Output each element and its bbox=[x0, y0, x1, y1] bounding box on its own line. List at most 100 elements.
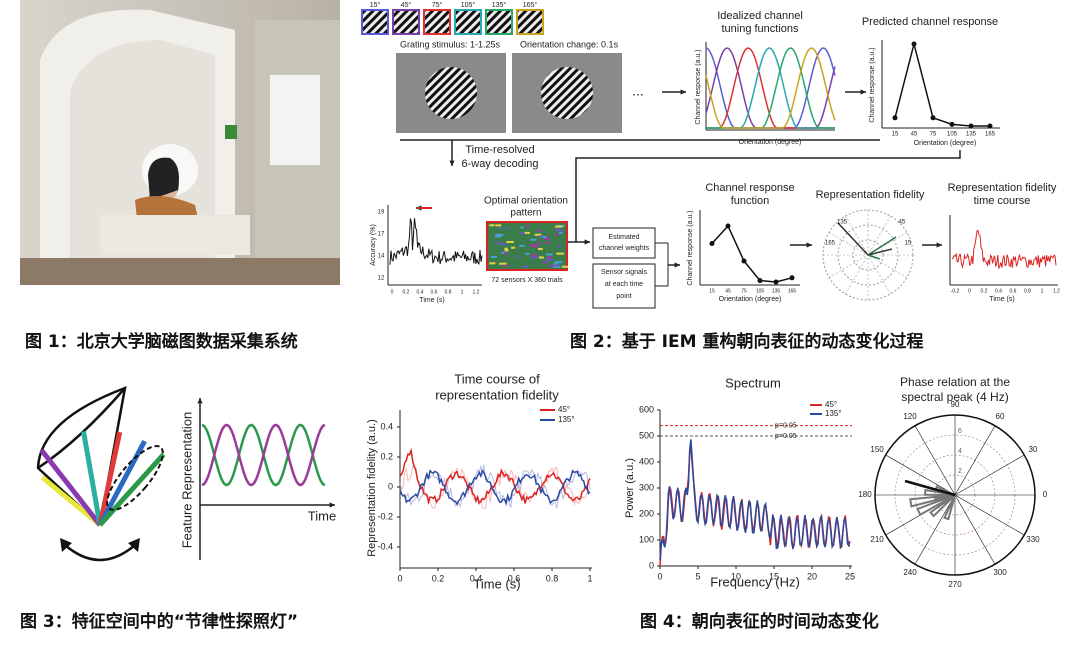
label: Channel response bbox=[705, 182, 794, 194]
pattern-cell bbox=[530, 256, 538, 259]
label: 200 bbox=[639, 508, 654, 518]
label: Representation fidelity bbox=[948, 182, 1057, 194]
label: 165 bbox=[788, 288, 797, 294]
pattern-cell bbox=[503, 252, 509, 255]
label: Orientation (degree) bbox=[914, 140, 977, 147]
label: 0.8 bbox=[546, 573, 559, 583]
pattern-cell bbox=[534, 233, 542, 236]
label: Time (s) bbox=[419, 297, 444, 304]
photo bbox=[20, 0, 340, 285]
label: 1 bbox=[461, 289, 464, 295]
pattern-cell bbox=[557, 229, 564, 232]
label: 45 bbox=[899, 220, 906, 226]
pattern-cell bbox=[524, 231, 530, 234]
pattern-cell bbox=[557, 245, 562, 248]
label: -0.2 bbox=[951, 288, 960, 294]
label: 0.2 bbox=[981, 288, 988, 294]
label: 500 bbox=[639, 430, 654, 440]
grating-swatch bbox=[516, 9, 544, 35]
label: 14 bbox=[378, 254, 385, 260]
label: 45° bbox=[401, 1, 412, 9]
label: 165 bbox=[985, 132, 996, 138]
label: 600 bbox=[639, 404, 654, 414]
pattern-cell bbox=[546, 258, 554, 261]
polar-spoke bbox=[954, 494, 996, 565]
label: Frequency (Hz) bbox=[710, 574, 800, 589]
grating bbox=[425, 67, 477, 119]
label: 0 bbox=[657, 571, 662, 581]
label: 0.2 bbox=[403, 289, 410, 295]
label: 1 bbox=[1041, 288, 1044, 294]
swatch-label-bg bbox=[366, 1, 384, 9]
pattern-cell bbox=[548, 264, 553, 267]
curve bbox=[659, 439, 851, 561]
label: 135° bbox=[492, 1, 507, 9]
label: 150 bbox=[870, 445, 884, 454]
curve bbox=[894, 43, 990, 127]
curve bbox=[201, 423, 326, 487]
feature-bar bbox=[98, 452, 166, 527]
label: channel weights bbox=[599, 245, 650, 252]
vector bbox=[837, 222, 869, 256]
pattern-cell bbox=[538, 256, 544, 259]
label: 0 bbox=[388, 481, 393, 491]
cone bbox=[37, 387, 126, 470]
label: tuning functions bbox=[721, 23, 799, 35]
label: 75 bbox=[930, 132, 937, 138]
pattern-cell bbox=[494, 241, 500, 244]
grating-swatch bbox=[454, 9, 482, 35]
caption: 图 4：朝向表征的时间动态变化 bbox=[640, 611, 879, 632]
vector bbox=[867, 236, 897, 256]
pattern-cell bbox=[495, 233, 504, 236]
label: 105 bbox=[947, 132, 958, 138]
label: 300 bbox=[993, 568, 1007, 577]
pattern-cell bbox=[515, 255, 519, 258]
label: Representation fidelity (a.u.) bbox=[366, 419, 378, 557]
polar-spoke bbox=[954, 494, 1025, 536]
pattern-cell bbox=[542, 236, 547, 239]
label: 0 bbox=[391, 289, 394, 295]
label: 0.4 bbox=[470, 573, 483, 583]
curve bbox=[711, 224, 793, 283]
label: 10 bbox=[731, 571, 741, 581]
swatch-label-bg bbox=[397, 1, 415, 9]
arrow-head bbox=[329, 502, 335, 508]
pattern-cell bbox=[494, 235, 502, 238]
curve bbox=[399, 447, 591, 506]
label: Representation fidelity bbox=[816, 189, 925, 201]
pattern-cell bbox=[539, 235, 544, 238]
pattern-cell bbox=[537, 248, 543, 251]
pattern-cell bbox=[499, 243, 506, 246]
caption: 图 3：特征空间中的“节律性探照灯” bbox=[20, 611, 298, 632]
grating bbox=[541, 67, 593, 119]
pattern-cell bbox=[507, 227, 511, 230]
rose-petal bbox=[934, 494, 956, 504]
label: 72 sensors X 360 trials bbox=[491, 277, 563, 284]
label: 180 bbox=[858, 490, 872, 499]
label: 1.2 bbox=[1053, 288, 1060, 294]
label: 12 bbox=[378, 276, 385, 282]
label: 330 bbox=[1026, 535, 1040, 544]
pattern-cell bbox=[536, 229, 543, 232]
pattern-cell bbox=[558, 232, 563, 235]
curve bbox=[399, 464, 591, 509]
feature-bar bbox=[97, 431, 123, 526]
rotation-arrow bbox=[64, 544, 136, 562]
label: 45 bbox=[911, 132, 918, 138]
box bbox=[592, 227, 656, 259]
label: 135 bbox=[837, 220, 848, 226]
label: 105° bbox=[461, 1, 476, 9]
feature-bar bbox=[81, 431, 103, 526]
arrow-head bbox=[197, 398, 203, 404]
curve bbox=[399, 469, 591, 507]
label: 19 bbox=[378, 210, 385, 216]
label: 100 bbox=[639, 534, 654, 544]
label: 300 bbox=[639, 482, 654, 492]
polar-ring bbox=[837, 224, 899, 286]
grating-swatch bbox=[361, 9, 389, 35]
label: 45 bbox=[725, 288, 731, 294]
arrow-head bbox=[806, 242, 812, 248]
label: Time bbox=[308, 508, 336, 523]
label: 30 bbox=[1028, 445, 1037, 454]
pattern-cell bbox=[545, 235, 549, 238]
